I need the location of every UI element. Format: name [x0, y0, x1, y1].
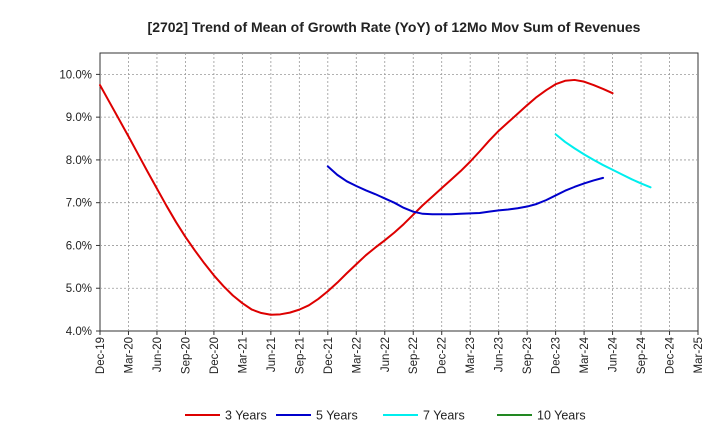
x-tick-label: Mar-24: [579, 336, 591, 373]
y-tick-label: 8.0%: [66, 155, 92, 167]
x-tick-label: Mar-21: [237, 337, 249, 373]
x-tick-label: Sep-20: [180, 337, 192, 374]
x-tick-label: Dec-23: [551, 337, 563, 374]
y-tick-label: 7.0%: [66, 198, 92, 210]
x-tick-label: Mar-25: [693, 337, 705, 373]
x-tick-label: Dec-22: [437, 337, 449, 374]
x-tick-label: Jun-22: [380, 337, 392, 372]
y-tick-label: 9.0%: [66, 112, 92, 124]
x-tick-label: Jun-24: [608, 336, 620, 372]
series-lines: [99, 78, 652, 316]
y-tick-label: 10.0%: [59, 69, 92, 81]
legend-label-3-years: 3 Years: [225, 409, 267, 423]
series-line-3-years: [99, 78, 614, 316]
legend-label-5-years: 5 Years: [316, 409, 358, 423]
series-line-7-years: [554, 133, 652, 189]
y-tick-label: 6.0%: [66, 240, 92, 252]
series-line-5-years: [326, 165, 605, 216]
x-tick-label: Jun-23: [494, 337, 506, 372]
chart-title: [2702] Trend of Mean of Growth Rate (YoY…: [148, 19, 641, 35]
legend: 3 Years 5 Years 7 Years 10 Years: [185, 409, 586, 423]
x-tick-label: Sep-23: [522, 337, 534, 374]
legend-label-7-years: 7 Years: [423, 409, 465, 423]
x-tick-label: Jun-20: [152, 337, 164, 372]
x-axis: Dec-19 Mar-20 Jun-20 Sep-20 Dec-20 Mar-21 Jun-…: [95, 331, 705, 374]
x-tick-label: Dec-24: [665, 336, 677, 374]
x-tick-label: Sep-21: [294, 337, 306, 374]
x-tick-label: Mar-22: [351, 337, 363, 373]
x-tick-label: Dec-20: [209, 337, 221, 374]
x-tick-label: Dec-19: [95, 337, 107, 374]
x-tick-label: Mar-23: [465, 337, 477, 373]
x-tick-label: Sep-24: [636, 336, 648, 374]
y-tick-label: 4.0%: [66, 326, 92, 338]
x-tick-label: Sep-22: [408, 337, 420, 374]
legend-label-10-years: 10 Years: [537, 409, 586, 423]
y-axis: 4.0% 5.0% 6.0% 7.0% 8.0% 9.0% 10.0%: [59, 69, 100, 338]
x-tick-label: Dec-21: [323, 337, 335, 374]
plot-area: [99, 52, 699, 332]
x-tick-label: Jun-21: [266, 337, 278, 372]
y-tick-label: 5.0%: [66, 283, 92, 295]
x-tick-label: Mar-20: [123, 337, 135, 373]
